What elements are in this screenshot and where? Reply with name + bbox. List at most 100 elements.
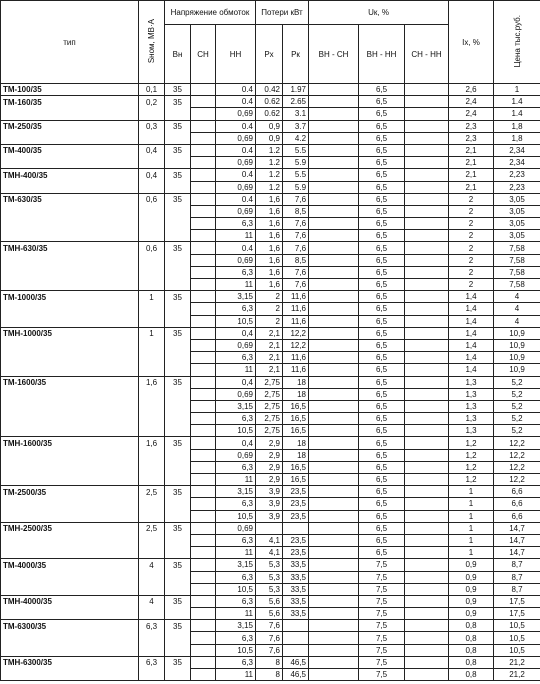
table-cell: 0,9 xyxy=(448,607,495,621)
table-cell: 10,5 xyxy=(215,582,256,596)
table-cell: 11 xyxy=(215,363,256,377)
table-cell xyxy=(190,667,216,682)
table-cell: 1,4 xyxy=(448,302,495,316)
table-cell xyxy=(190,570,216,584)
table-cell xyxy=(0,302,139,316)
table-cell: 16,5 xyxy=(281,399,310,414)
table-cell xyxy=(0,315,139,328)
table-row: 10,5 2,75 16,5 6,5 1,3 5,2 xyxy=(0,424,540,438)
table-cell: 46,5 xyxy=(281,655,310,670)
table-cell: 6,6 xyxy=(493,485,540,499)
table-cell: 3,9 xyxy=(255,497,283,511)
sub-header: ВН - СН xyxy=(308,24,360,84)
table-cell xyxy=(164,388,191,401)
table-cell: 7,6 xyxy=(281,229,310,243)
table-cell xyxy=(308,497,360,511)
table-cell: 2 xyxy=(255,302,283,316)
table-cell xyxy=(164,266,191,279)
table-cell: 6,5 xyxy=(358,509,406,523)
table-cell xyxy=(308,229,360,243)
table-cell: ТМ-2500/35 xyxy=(0,485,139,498)
table-cell xyxy=(308,594,360,609)
table-cell xyxy=(190,217,216,231)
table-cell: 35 xyxy=(164,326,191,340)
table-cell: 33,5 xyxy=(281,582,310,596)
table-cell xyxy=(404,424,450,438)
table-cell: 6,5 xyxy=(358,143,406,158)
table-cell: 6,5 xyxy=(358,302,406,316)
table-cell: 35 xyxy=(164,375,191,389)
table-cell: 23,5 xyxy=(281,533,310,548)
table-row: 6,3 5,3 33,5 7,5 0,9 8,7 xyxy=(0,570,540,584)
table-cell: 0,69 xyxy=(215,521,256,535)
losses-header: Потери кВт xyxy=(254,0,310,25)
table-cell xyxy=(281,643,310,657)
table-cell: 5,3 xyxy=(255,558,283,572)
table-row: 0,69 1.2 5.9 6,5 2,1 2,23 xyxy=(0,180,540,194)
table-cell: 1,6 xyxy=(255,277,283,292)
table-cell: 2 xyxy=(448,229,495,243)
table-cell: 6,5 xyxy=(358,131,406,145)
table-cell: 1,6 xyxy=(255,217,283,231)
table-cell xyxy=(308,570,360,584)
table-cell xyxy=(138,266,165,279)
sub-header: ВН - НН xyxy=(358,24,406,84)
table-cell: 6,3 xyxy=(138,619,165,632)
table-cell: 35 xyxy=(164,594,191,608)
table-cell: 0,8 xyxy=(448,643,495,657)
table-cell: 6,5 xyxy=(358,107,406,121)
table-cell xyxy=(190,497,216,511)
table-cell: 0,69 xyxy=(215,131,256,145)
table-cell: ТМН-4000/35 xyxy=(0,594,139,608)
table-cell: 46,5 xyxy=(281,667,310,682)
table-cell xyxy=(190,558,216,572)
table-cell xyxy=(190,546,216,560)
table-cell xyxy=(138,339,165,352)
table-cell xyxy=(308,460,360,475)
table-cell: 6,3 xyxy=(215,265,256,280)
table-cell xyxy=(164,583,191,596)
table-cell xyxy=(404,107,450,121)
table-cell xyxy=(308,655,360,670)
table-cell: 3,15 xyxy=(215,619,256,633)
table-cell: 11,6 xyxy=(281,290,310,304)
table-cell: 5.5 xyxy=(281,168,310,182)
table-cell xyxy=(164,339,191,352)
table-cell: 2,75 xyxy=(255,375,283,389)
table-cell: 7,5 xyxy=(358,643,406,657)
sub-header: Вн xyxy=(164,24,191,84)
table-cell xyxy=(190,619,216,633)
table-cell xyxy=(308,180,360,194)
table-cell xyxy=(404,631,450,645)
table-cell xyxy=(404,253,450,267)
table-cell: 6,5 xyxy=(358,472,406,487)
table-cell: 7,5 xyxy=(358,619,406,633)
table-cell: 11,6 xyxy=(281,351,310,365)
table-row: 0,69 0.62 3.1 6,5 2,4 1.4 xyxy=(0,107,540,121)
table-cell: 11 xyxy=(215,472,256,487)
table-cell xyxy=(308,204,360,219)
table-cell xyxy=(308,143,360,158)
table-cell xyxy=(308,119,360,133)
table-cell xyxy=(190,168,216,182)
table-cell xyxy=(404,143,450,158)
table-cell xyxy=(0,107,139,121)
table-cell: 6,5 xyxy=(358,399,406,414)
table-cell xyxy=(404,497,450,511)
sub-header: СН - НН xyxy=(404,24,450,84)
table-cell xyxy=(190,82,216,97)
table-cell xyxy=(0,181,139,194)
table-cell: 1,6 xyxy=(255,192,283,206)
table-cell: 3,15 xyxy=(215,290,256,304)
table-cell: ТМ-400/35 xyxy=(0,143,139,157)
table-cell xyxy=(308,302,360,316)
table-cell: 0,3 xyxy=(138,119,165,133)
table-cell: 0.4 xyxy=(215,143,256,158)
table-cell: 2,5 xyxy=(138,521,165,535)
table-cell xyxy=(190,180,216,194)
table-cell xyxy=(0,339,139,352)
table-cell xyxy=(308,436,360,450)
table-cell: ТМН-400/35 xyxy=(0,168,139,181)
table-cell xyxy=(308,667,360,682)
table-cell xyxy=(404,229,450,243)
